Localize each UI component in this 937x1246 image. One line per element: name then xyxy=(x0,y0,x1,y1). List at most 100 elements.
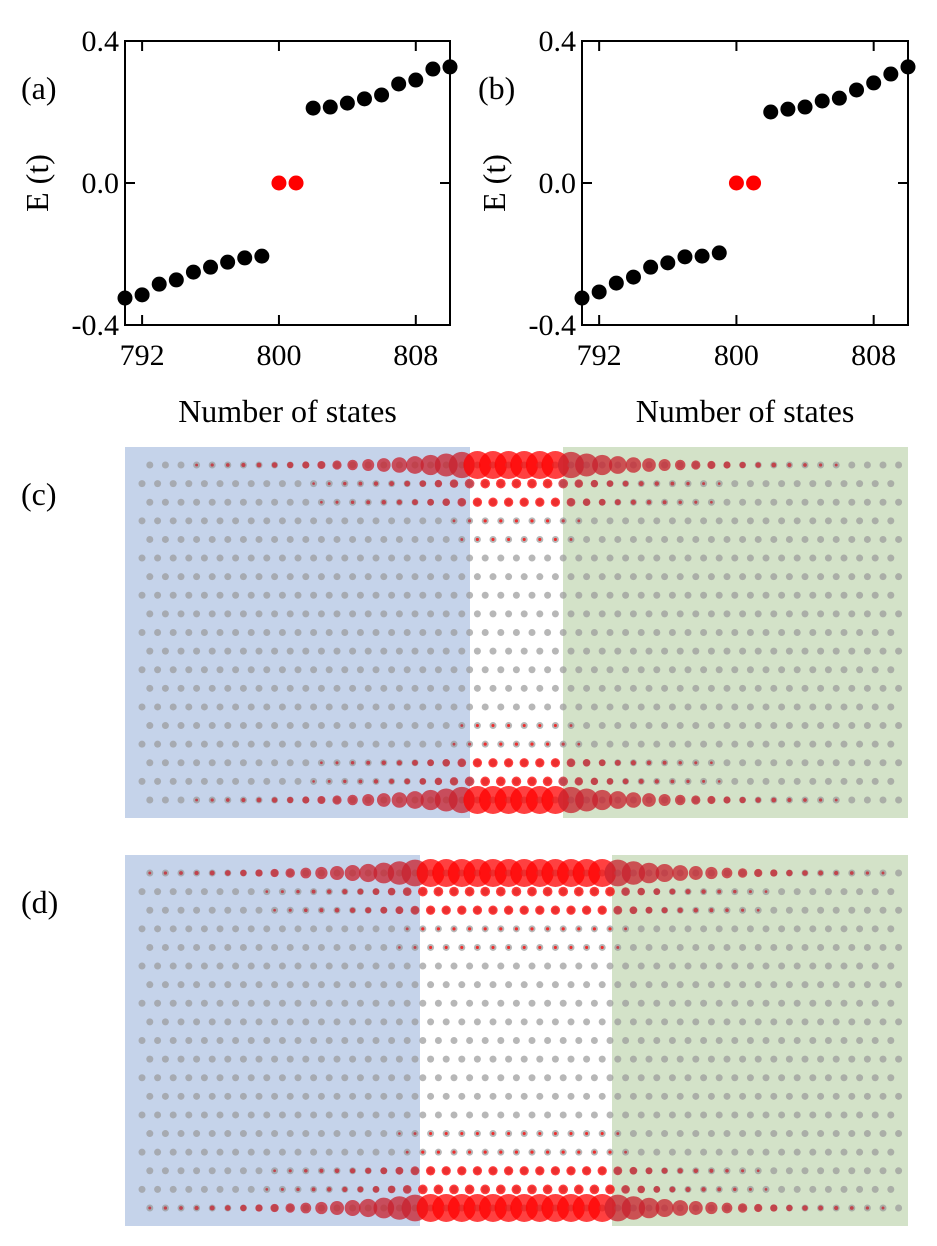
amplitude xyxy=(444,1132,448,1136)
site xyxy=(177,461,185,469)
y-tick-label: 0.4 xyxy=(82,25,120,58)
site xyxy=(146,610,154,618)
amplitude xyxy=(705,1201,718,1215)
site xyxy=(411,535,419,543)
site xyxy=(801,573,809,581)
amplitude xyxy=(613,1166,623,1176)
amplitude xyxy=(624,1150,628,1154)
amplitude xyxy=(630,760,636,766)
site xyxy=(871,1074,879,1082)
site xyxy=(271,981,279,989)
site xyxy=(785,1018,793,1026)
amplitude xyxy=(621,861,646,885)
site xyxy=(271,498,279,506)
site xyxy=(434,554,442,562)
site xyxy=(388,1037,396,1044)
site xyxy=(169,962,177,970)
site xyxy=(364,1055,372,1063)
site xyxy=(364,647,372,655)
site xyxy=(356,591,364,599)
site xyxy=(310,517,318,525)
site xyxy=(684,1037,692,1044)
amplitude xyxy=(417,1184,428,1195)
site xyxy=(169,1037,177,1044)
amplitude xyxy=(373,779,379,784)
amplitude xyxy=(395,1166,404,1175)
amplitude xyxy=(754,868,763,878)
site xyxy=(395,722,403,730)
site xyxy=(676,684,684,692)
site xyxy=(606,740,614,748)
amplitude xyxy=(662,500,667,505)
site xyxy=(466,1111,474,1119)
site xyxy=(200,1148,208,1156)
site xyxy=(637,1111,645,1119)
amplitude xyxy=(417,886,428,897)
site xyxy=(661,684,669,692)
point xyxy=(168,272,184,288)
amplitude xyxy=(347,794,358,806)
site xyxy=(286,535,294,543)
amplitude xyxy=(483,519,487,523)
site xyxy=(622,666,630,674)
site xyxy=(185,629,193,636)
site xyxy=(754,1130,762,1138)
amplitude xyxy=(511,776,522,787)
amplitude xyxy=(327,482,331,486)
site xyxy=(871,629,879,636)
site xyxy=(263,1037,271,1044)
site xyxy=(411,647,419,655)
site xyxy=(286,498,294,506)
amplitude xyxy=(566,1166,576,1176)
site xyxy=(629,535,637,543)
site xyxy=(785,647,793,655)
site xyxy=(614,1018,622,1026)
site xyxy=(317,610,325,618)
site xyxy=(871,591,879,599)
amplitude xyxy=(372,1186,380,1193)
amplitude xyxy=(389,481,395,487)
site xyxy=(536,1092,544,1100)
site xyxy=(629,1018,637,1026)
site xyxy=(801,1130,809,1138)
amplitude xyxy=(209,870,215,876)
site xyxy=(700,1148,708,1156)
site xyxy=(364,1092,372,1100)
site xyxy=(154,1074,162,1082)
amplitude xyxy=(499,1150,503,1154)
site xyxy=(684,740,692,748)
site xyxy=(700,1074,708,1082)
site xyxy=(817,573,825,581)
site xyxy=(341,925,349,933)
amplitude xyxy=(550,497,561,507)
site xyxy=(824,480,832,488)
point xyxy=(694,248,710,264)
amplitude xyxy=(849,871,854,875)
site xyxy=(372,554,380,562)
site xyxy=(185,777,193,785)
amplitude xyxy=(514,927,519,931)
point xyxy=(746,175,762,191)
site xyxy=(380,1092,388,1100)
amplitude xyxy=(480,886,491,897)
site xyxy=(224,498,232,506)
site xyxy=(778,962,786,970)
site xyxy=(559,1074,567,1082)
site xyxy=(723,647,731,655)
amplitude xyxy=(553,945,557,949)
site xyxy=(349,1130,357,1138)
site xyxy=(185,1185,193,1193)
site xyxy=(505,684,513,692)
site xyxy=(380,943,388,951)
site xyxy=(325,1148,333,1156)
site xyxy=(715,629,723,636)
site xyxy=(473,573,481,581)
site xyxy=(856,777,864,785)
site xyxy=(887,888,895,896)
site xyxy=(637,1148,645,1156)
amplitude xyxy=(723,796,731,804)
site xyxy=(232,554,240,562)
amplitude xyxy=(674,459,686,471)
site xyxy=(637,629,645,636)
amplitude xyxy=(670,481,675,486)
